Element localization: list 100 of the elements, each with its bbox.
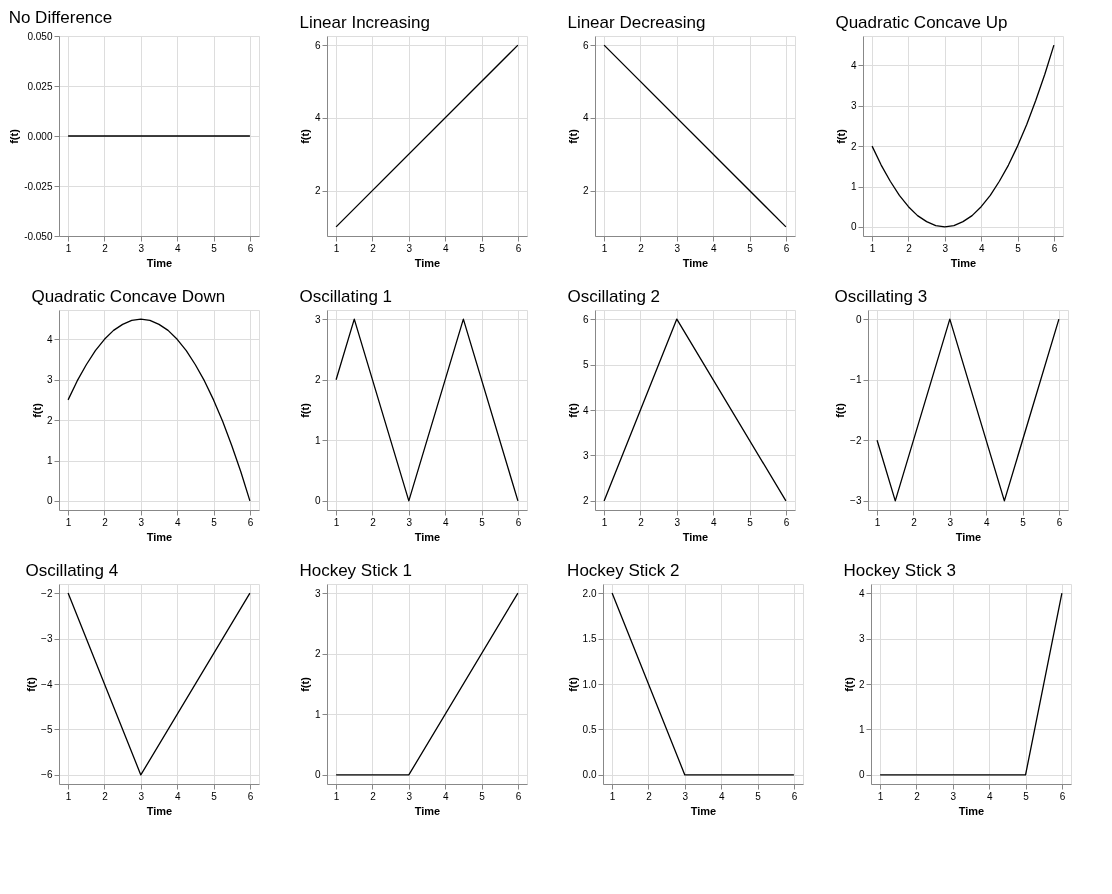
y-tick-label: 2 — [314, 374, 321, 386]
y-tick-label: 4 — [582, 112, 589, 124]
x-tick-label: 5 — [211, 516, 218, 528]
x-tick-label: 4 — [442, 242, 449, 254]
x-tick-label: 6 — [1051, 242, 1058, 254]
y-axis-title: f(t) — [842, 676, 855, 692]
x-axis-title: Time — [146, 256, 173, 269]
x-axis-title: Time — [682, 256, 709, 269]
x-tick-label: 5 — [211, 242, 218, 254]
y-tick-label: 0 — [314, 495, 321, 507]
chart-title: Oscillating 1 — [299, 287, 393, 306]
y-axis-title: f(t) — [298, 402, 311, 418]
x-tick-label: 5 — [479, 242, 486, 254]
x-tick-label: 2 — [370, 790, 377, 802]
x-tick-label: 1 — [601, 242, 608, 254]
x-tick-label: 2 — [370, 516, 377, 528]
x-tick-label: 4 — [710, 516, 717, 528]
y-tick-label: 4 — [858, 587, 865, 599]
x-axis-title: Time — [955, 530, 982, 543]
chart-title: Oscillating 2 — [567, 287, 661, 306]
y-tick-label: 4 — [314, 112, 321, 124]
x-tick-label: 3 — [406, 516, 413, 528]
y-tick-label: -0.025 — [24, 180, 53, 192]
y-tick-label: 0 — [46, 495, 53, 507]
y-tick-label: 4 — [46, 333, 53, 345]
y-axis-title: f(t) — [834, 402, 847, 418]
x-axis-title: Time — [682, 530, 709, 543]
x-tick-label: 5 — [1020, 516, 1027, 528]
y-tick-label: 0 — [850, 221, 857, 233]
y-tick-label: 2 — [314, 648, 321, 660]
y-tick-label: −2 — [41, 587, 53, 599]
y-tick-label: −5 — [41, 723, 53, 735]
x-tick-label: 5 — [747, 242, 754, 254]
x-tick-label: 6 — [247, 516, 254, 528]
chart-title: Quadratic Concave Up — [835, 13, 1008, 32]
x-tick-label: 4 — [986, 790, 993, 802]
y-tick-label: 0.5 — [582, 723, 597, 735]
y-tick-label: 2 — [582, 185, 589, 197]
y-tick-label: −3 — [850, 495, 862, 507]
x-axis-title: Time — [414, 804, 441, 817]
y-tick-label: 5 — [582, 359, 589, 371]
x-tick-label: 6 — [783, 516, 790, 528]
x-tick-label: 1 — [601, 516, 608, 528]
y-tick-label: 1.5 — [582, 633, 597, 645]
y-tick-label: -0.050 — [24, 230, 53, 242]
x-tick-label: 3 — [682, 790, 689, 802]
x-tick-label: 1 — [65, 516, 72, 528]
x-tick-label: 3 — [138, 242, 145, 254]
x-tick-label: 1 — [65, 242, 72, 254]
chart-title: Hockey Stick 2 — [567, 561, 680, 580]
y-tick-label: 3 — [314, 313, 321, 325]
x-tick-label: 2 — [638, 516, 645, 528]
x-tick-label: 3 — [406, 242, 413, 254]
x-axis-title: Time — [690, 804, 717, 817]
x-tick-label: 1 — [65, 790, 72, 802]
x-tick-label: 3 — [942, 242, 949, 254]
x-tick-label: 6 — [791, 790, 798, 802]
x-tick-label: 2 — [102, 790, 109, 802]
x-tick-label: 1 — [333, 516, 340, 528]
chart-title: Oscillating 4 — [25, 561, 119, 580]
x-tick-label: 4 — [978, 242, 985, 254]
chart-title: Linear Decreasing — [567, 13, 706, 32]
y-axis-title: f(t) — [30, 402, 43, 418]
x-axis-title: Time — [414, 530, 441, 543]
y-tick-label: 4 — [850, 59, 857, 71]
y-tick-label: 0.000 — [27, 130, 53, 142]
y-axis-title: f(t) — [566, 676, 579, 692]
y-tick-label: 0.050 — [27, 30, 53, 42]
x-tick-label: 6 — [515, 516, 522, 528]
x-tick-label: 4 — [710, 242, 717, 254]
x-tick-label: 2 — [906, 242, 913, 254]
y-tick-label: 1.0 — [582, 678, 597, 690]
y-axis-title: f(t) — [566, 402, 579, 418]
x-tick-label: 1 — [869, 242, 876, 254]
x-axis-title: Time — [146, 530, 173, 543]
y-tick-label: 0.025 — [27, 80, 53, 92]
x-tick-label: 2 — [911, 516, 918, 528]
chart-title: Oscillating 3 — [834, 287, 928, 306]
y-axis-title: f(t) — [566, 128, 579, 144]
x-tick-label: 1 — [874, 516, 881, 528]
x-tick-label: 6 — [515, 790, 522, 802]
x-tick-label: 6 — [515, 242, 522, 254]
y-tick-label: 2 — [858, 678, 865, 690]
x-tick-label: 4 — [983, 516, 990, 528]
y-tick-label: 4 — [582, 404, 589, 416]
y-tick-label: −6 — [41, 769, 53, 781]
chart-title: Quadratic Concave Down — [31, 287, 226, 306]
y-tick-label: 2 — [314, 185, 321, 197]
y-axis-title: f(t) — [834, 128, 847, 144]
line-series — [67, 318, 251, 502]
x-axis-title: Time — [950, 256, 977, 269]
x-tick-label: 4 — [718, 790, 725, 802]
x-tick-label: 3 — [947, 516, 954, 528]
y-tick-label: 0 — [858, 769, 865, 781]
y-tick-label: 2 — [850, 140, 857, 152]
x-tick-label: 4 — [442, 516, 449, 528]
x-tick-label: 5 — [1023, 790, 1030, 802]
y-axis-title: f(t) — [25, 676, 38, 692]
chart-title: No Difference — [8, 8, 113, 27]
line-series — [871, 44, 1055, 228]
